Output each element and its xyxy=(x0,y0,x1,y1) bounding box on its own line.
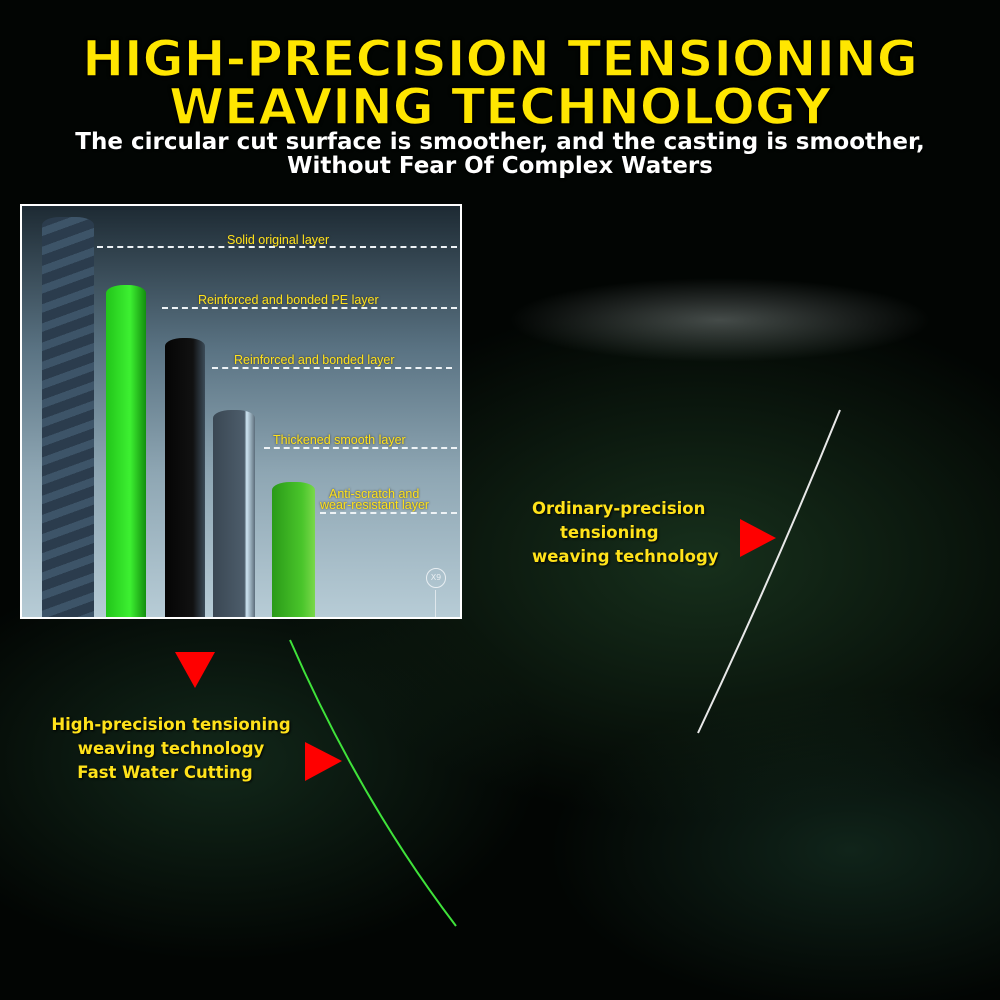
subtitle-line-1: The circular cut surface is smoother, an… xyxy=(75,129,925,155)
layer-structure-inset: Solid original layer Reinforced and bond… xyxy=(20,204,462,619)
green-antiscratch-layer xyxy=(272,482,315,617)
layer-label-4: Thickened smooth layer xyxy=(273,433,406,447)
arrow-right-icon xyxy=(305,742,342,781)
ordinary-label-3: weaving technology xyxy=(532,547,719,566)
arrow-right-icon xyxy=(740,519,776,557)
high-label-2: weaving technology xyxy=(77,739,265,758)
dash-line-2 xyxy=(162,307,457,309)
high-label-1: High-precision tensioning xyxy=(51,715,291,734)
high-precision-line xyxy=(289,639,457,927)
title-line-2: WEAVING TECHNOLOGY xyxy=(168,78,832,136)
rope-core xyxy=(42,217,94,617)
dash-line-5 xyxy=(320,512,457,514)
dash-line-1 xyxy=(97,246,457,248)
black-bonded-layer xyxy=(165,338,205,617)
green-pe-layer xyxy=(106,285,146,617)
ordinary-label-2: tensioning xyxy=(560,523,659,542)
layer-label-2: Reinforced and bonded PE layer xyxy=(198,293,379,307)
badge-stem xyxy=(435,590,436,617)
ordinary-label-1: Ordinary-precision xyxy=(532,499,706,518)
x9-badge: X9 xyxy=(426,568,446,588)
subtitle-line-2: Without Fear Of Complex Waters xyxy=(287,153,713,179)
water-splash xyxy=(460,260,1000,460)
gray-smooth-layer xyxy=(213,410,255,617)
ordinary-line xyxy=(697,409,841,734)
layer-label-1: Solid original layer xyxy=(227,233,330,247)
dash-line-3 xyxy=(212,367,452,369)
high-label-3: Fast Water Cutting xyxy=(77,763,253,782)
layer-label-5b: wear-resistant layer xyxy=(320,498,430,512)
layer-label-5a: Anti-scratch and xyxy=(329,487,420,501)
dash-line-4 xyxy=(264,447,457,449)
arrow-down-icon xyxy=(175,652,215,688)
title-line-1: HIGH-PRECISION TENSIONING xyxy=(81,30,918,88)
layer-label-3: Reinforced and bonded layer xyxy=(234,353,395,367)
